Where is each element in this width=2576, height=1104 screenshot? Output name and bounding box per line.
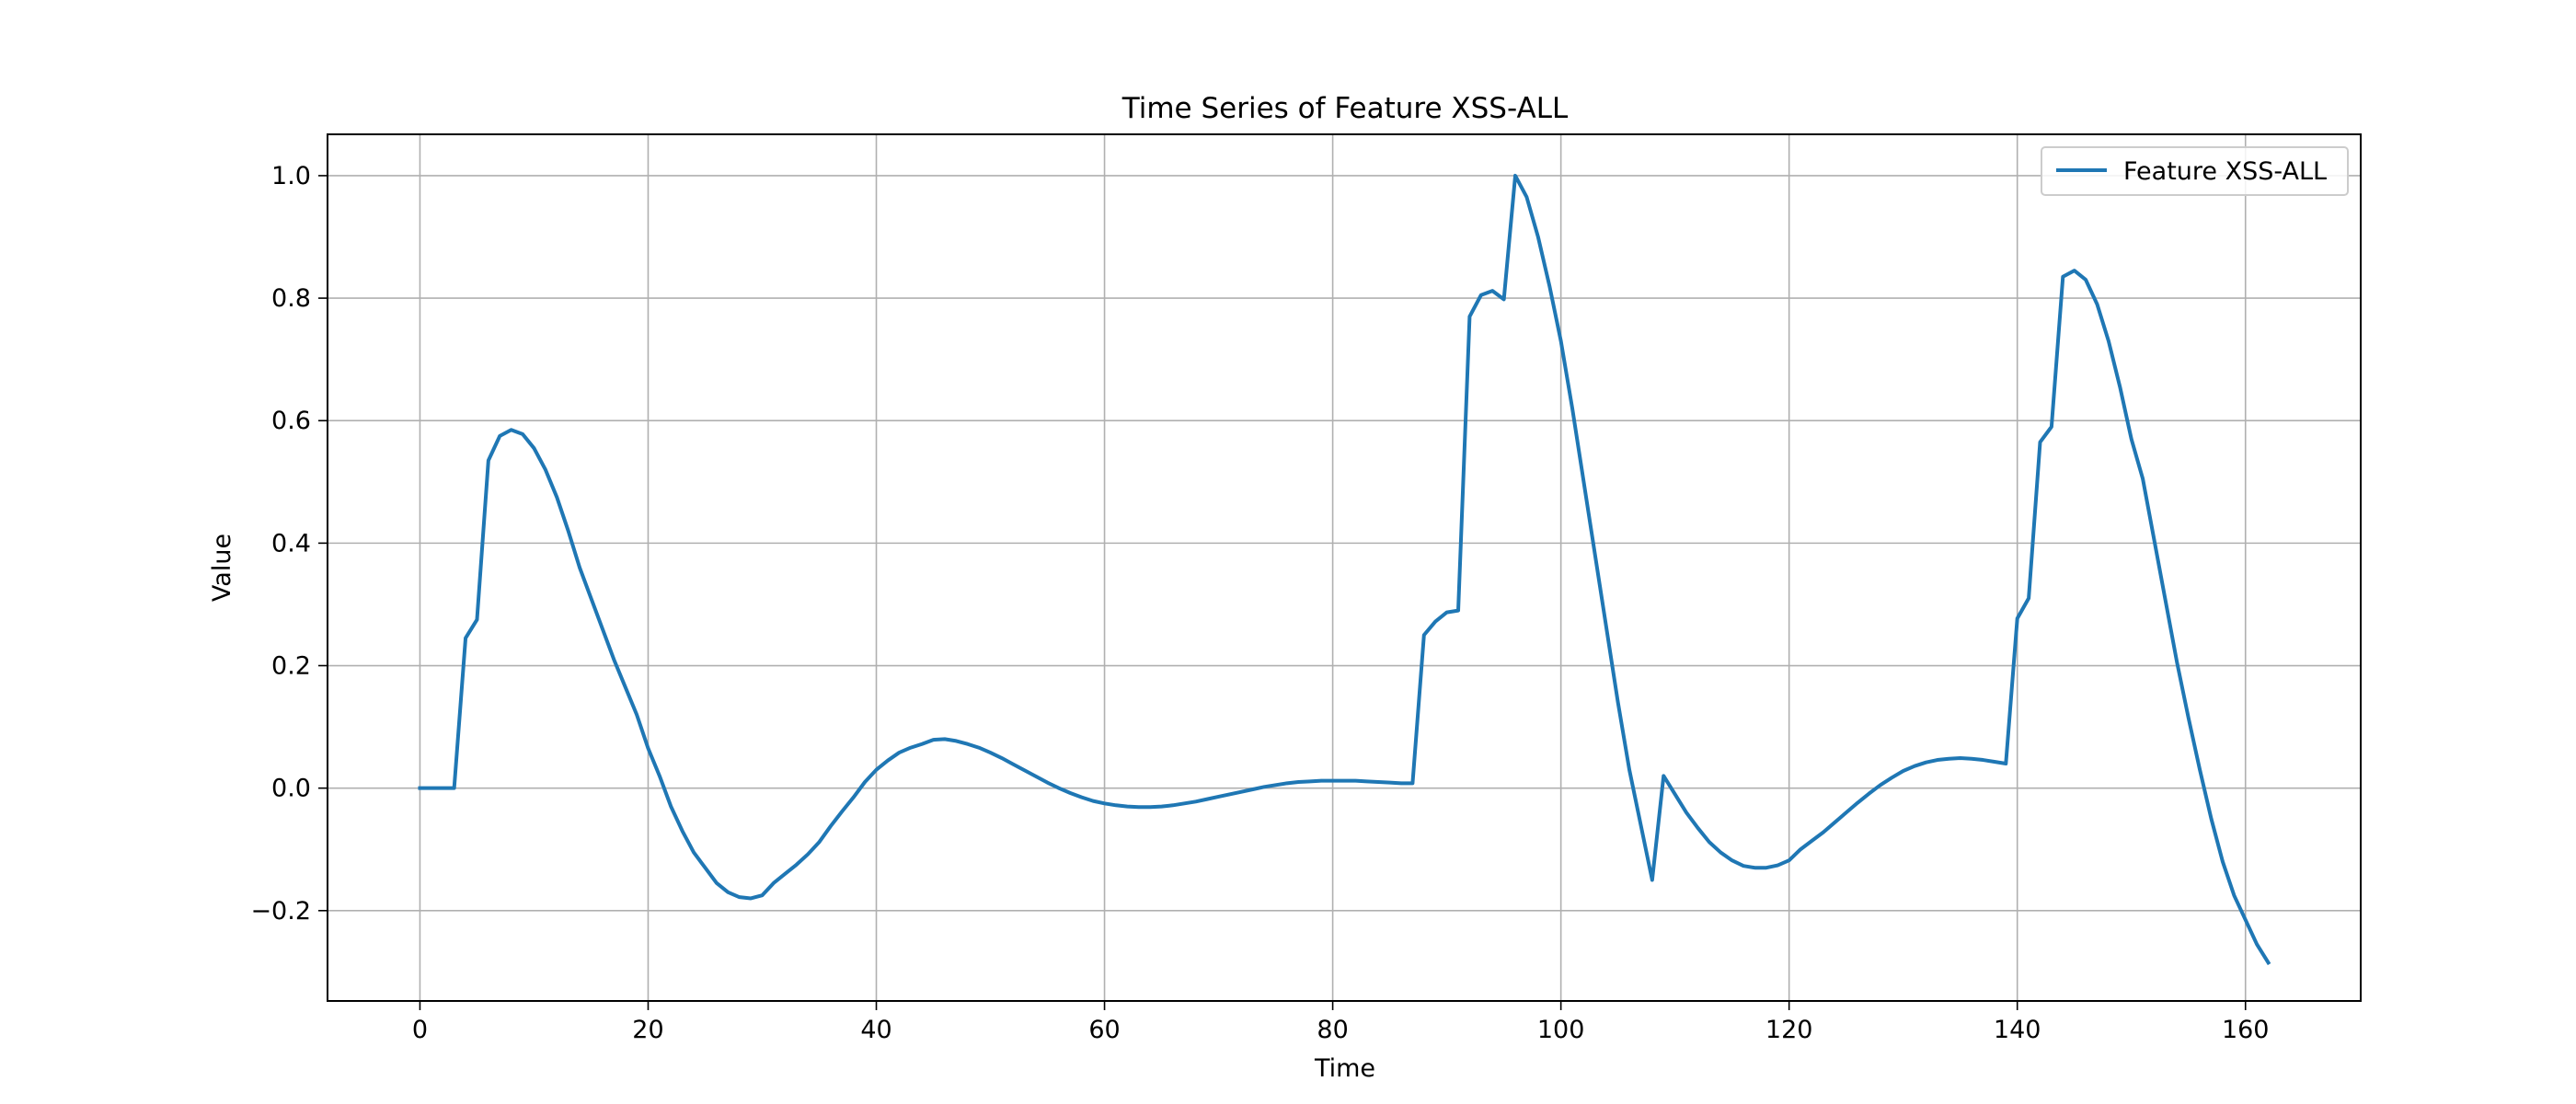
legend-label: Feature XSS-ALL [2123, 157, 2327, 186]
series-line [418, 173, 2271, 966]
x-tick-label: 120 [1765, 1016, 1813, 1044]
x-tick-label: 40 [860, 1016, 891, 1044]
y-tick-label: 0.4 [271, 529, 311, 558]
y-axis: −0.2 0.0 0.2 0.4 0.6 0.8 1.0 [250, 162, 328, 926]
x-tick-label: 20 [632, 1016, 663, 1044]
y-tick-label: 0.2 [271, 652, 311, 681]
grid-lines [328, 134, 2361, 1001]
x-tick-label: 140 [1994, 1016, 2041, 1044]
y-axis-label: Value [208, 534, 236, 602]
legend-box [2041, 146, 2349, 196]
x-tick-label: 0 [412, 1016, 428, 1044]
plot-series [418, 173, 2271, 966]
x-axis: 0 20 40 60 80 100 120 140 160 [412, 1001, 2270, 1044]
y-tick-label: 0.8 [271, 284, 311, 313]
y-tick-label: 1.0 [271, 162, 311, 190]
y-tick-label: −0.2 [250, 897, 311, 926]
x-tick-label: 60 [1088, 1016, 1120, 1044]
plot-frame [327, 133, 2362, 1002]
x-tick-label: 160 [2222, 1016, 2270, 1044]
x-axis-label: Time [1314, 1054, 1375, 1083]
y-tick-label: 0.0 [271, 775, 311, 803]
x-tick-label: 100 [1537, 1016, 1585, 1044]
y-tick-label: 0.6 [271, 407, 311, 435]
legend: Feature XSS-ALL [2041, 146, 2349, 196]
chart-title: Time Series of Feature XSS-ALL [1121, 92, 1569, 125]
x-tick-label: 80 [1317, 1016, 1348, 1044]
